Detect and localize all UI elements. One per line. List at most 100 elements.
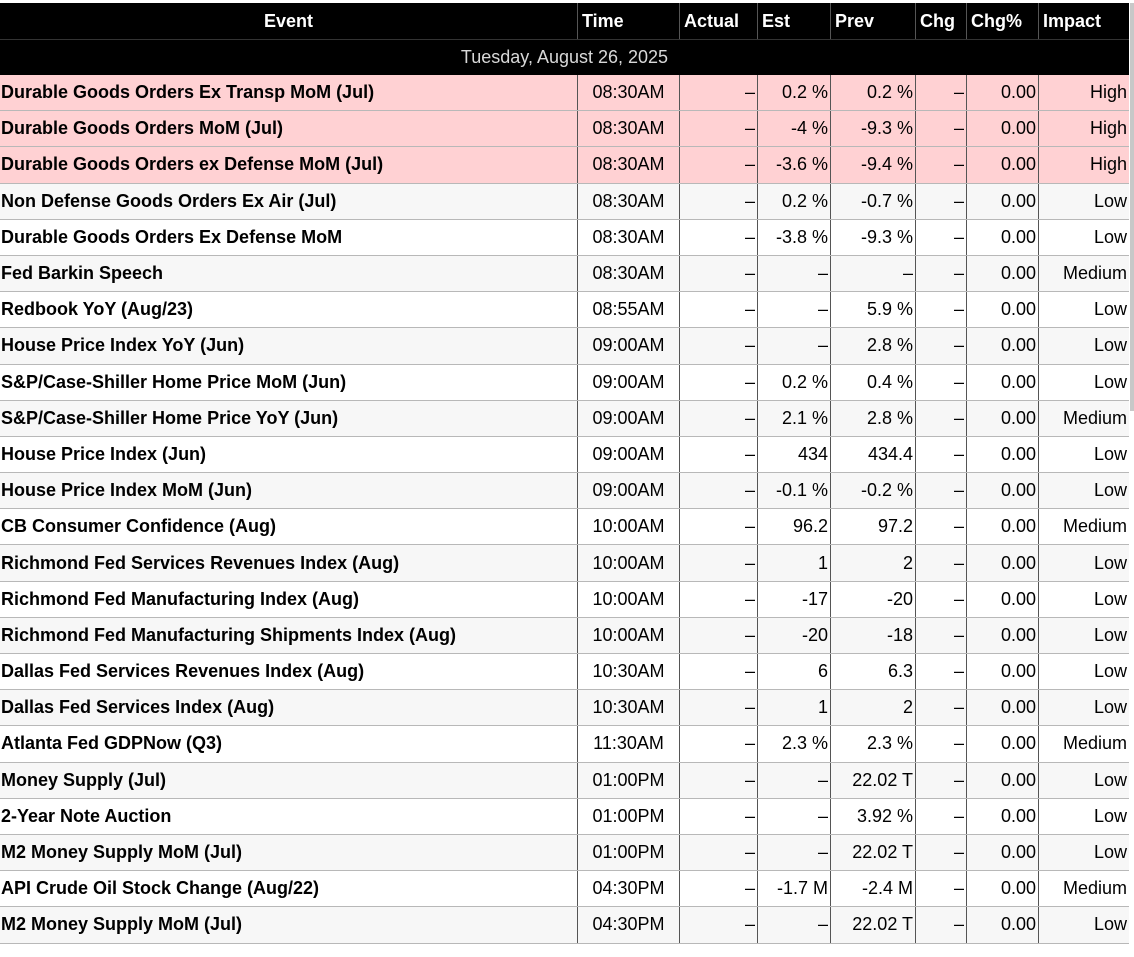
est-cell: – [758,798,831,834]
chg-pct-cell: 0.00 [967,690,1039,726]
impact-cell: Low [1093,842,1127,863]
chg-cell: – [916,871,967,907]
table-row[interactable]: Richmond Fed Services Revenues Index (Au… [0,545,1129,582]
table-row[interactable]: Richmond Fed Manufacturing Index (Aug) 10… [0,581,1129,618]
est-cell: -3.6 % [758,147,831,183]
chg-cell: – [916,907,967,943]
prev-cell: 2 [831,690,916,726]
event-cell: Durable Goods Orders Ex Defense MoM [0,219,578,255]
chg-pct-cell: 0.00 [967,75,1039,111]
est-cell: 0.2 % [758,75,831,111]
chg-cell: – [916,75,967,111]
chg-pct-cell: 0.00 [967,473,1039,509]
table-row[interactable]: House Price Index YoY (Jun) 09:00AM – –2.8 … [0,328,1129,365]
chg-pct-cell: 0.00 [967,111,1039,147]
table-row[interactable]: M2 Money Supply MoM (Jul) 04:30PM – –22.02 … [0,907,1129,944]
header-est[interactable]: Est [758,3,831,39]
impact-cell: Low [1093,226,1127,247]
impact-cell: Medium [1062,407,1127,428]
actual-cell: – [680,364,758,400]
est-cell: -20 [758,617,831,653]
est-cell: 434 [758,436,831,473]
event-cell: Richmond Fed Manufacturing Shipments Ind… [0,617,578,653]
event-cell: Richmond Fed Services Revenues Index (Au… [0,545,578,581]
impact-cell: Low [1093,697,1127,718]
actual-cell: – [680,219,758,255]
table-row[interactable]: Durable Goods Orders ex Defense MoM (Jul… [0,147,1129,184]
table-row[interactable]: Atlanta Fed GDPNow (Q3) 11:30AM –2.3 % 2.3 … [0,726,1129,763]
table-row[interactable]: CB Consumer Confidence (Aug) 10:00AM –96.2… [0,509,1129,546]
header-impact[interactable]: Impact [1043,10,1102,31]
chg-cell: – [916,255,967,292]
chg-cell: – [916,473,967,509]
est-cell: 2.1 % [758,400,831,436]
table-row[interactable]: House Price Index MoM (Jun) 09:00AM – -0.1 … [0,473,1129,510]
chg-pct-cell: 0.00 [967,436,1039,473]
prev-cell: – [831,255,916,292]
est-cell: -3.8 % [758,219,831,255]
impact-cell: High [1089,154,1127,175]
event-cell: CB Consumer Confidence (Aug) [0,509,578,545]
time-cell: 09:00AM [578,400,680,436]
actual-cell: – [680,328,758,364]
chg-pct-cell: 0.00 [967,617,1039,653]
chg-pct-cell: 0.00 [967,292,1039,328]
header-actual[interactable]: Actual [680,3,758,39]
header-chg[interactable]: Chg [916,3,967,39]
table-row[interactable]: Redbook YoY (Aug/23) 08:55AM – –5.9 % –0.00 L… [0,292,1129,329]
actual-cell: – [680,907,758,943]
scrollbar[interactable] [1130,3,1134,411]
table-row[interactable]: Dallas Fed Services Index (Aug) 10:30AM –1… [0,690,1129,727]
table-header: Event Time Actual Est Prev Chg Chg% Impa… [0,3,1129,39]
table-row[interactable]: Durable Goods Orders MoM (Jul) 08:30AM – -4… [0,111,1129,148]
chg-pct-cell: 0.00 [967,328,1039,364]
table-row[interactable]: Durable Goods Orders Ex Defense MoM 08:30… [0,219,1129,256]
actual-cell: – [680,545,758,581]
event-cell: House Price Index MoM (Jun) [0,473,578,509]
time-cell: 08:30AM [578,183,680,219]
prev-cell: 2.8 % [831,328,916,364]
table-row[interactable]: House Price Index (Jun) 09:00AM –434 434.4–… [0,436,1129,474]
prev-cell: -0.2 % [831,473,916,509]
event-cell: House Price Index YoY (Jun) [0,328,578,364]
event-cell: M2 Money Supply MoM (Jul) [0,834,578,871]
time-cell: 01:00PM [578,762,680,798]
table-row[interactable]: Richmond Fed Manufacturing Shipments Ind… [0,617,1129,654]
table-row[interactable]: Durable Goods Orders Ex Transp MoM (Jul)… [0,75,1129,112]
header-time[interactable]: Time [578,3,680,39]
table-row[interactable]: API Crude Oil Stock Change (Aug/22) 04:30… [0,871,1129,908]
prev-cell: -2.4 M [831,871,916,907]
table-row[interactable]: Money Supply (Jul) 01:00PM – –22.02 T –0.00 L… [0,762,1129,799]
table-row[interactable]: Dallas Fed Services Revenues Index (Aug)… [0,654,1129,691]
prev-cell: 5.9 % [831,292,916,328]
header-chg-pct[interactable]: Chg% [967,3,1039,39]
chg-cell: – [916,654,967,690]
chg-pct-cell: 0.00 [967,400,1039,436]
table-row[interactable]: Non Defense Goods Orders Ex Air (Jul) 08:… [0,183,1129,220]
impact-cell: Low [1093,624,1127,645]
time-cell: 01:00PM [578,834,680,871]
event-cell: House Price Index (Jun) [0,436,578,473]
impact-cell: Low [1093,661,1127,682]
time-cell: 10:30AM [578,690,680,726]
table-row[interactable]: 2-Year Note Auction 01:00PM – –3.92 % –0.00 L… [0,798,1129,835]
impact-cell: High [1089,118,1127,139]
chg-cell: – [916,292,967,328]
table-row[interactable]: M2 Money Supply MoM (Jul) 01:00PM – –22.02 … [0,834,1129,872]
impact-cell: Medium [1062,878,1127,899]
event-cell: Non Defense Goods Orders Ex Air (Jul) [0,183,578,219]
chg-cell: – [916,364,967,400]
est-cell: – [758,292,831,328]
time-cell: 09:00AM [578,436,680,473]
prev-cell: 97.2 [831,509,916,545]
header-event[interactable]: Event [0,3,578,39]
chg-cell: – [916,834,967,871]
table-row[interactable]: S&P/Case-Shiller Home Price YoY (Jun) 09:… [0,400,1129,437]
table-row[interactable]: S&P/Case-Shiller Home Price MoM (Jun) 09:… [0,364,1129,401]
actual-cell: – [680,255,758,292]
time-cell: 08:30AM [578,147,680,183]
header-prev[interactable]: Prev [831,3,916,39]
est-cell: – [758,255,831,292]
table-row[interactable]: Fed Barkin Speech 08:30AM – – – –0.00 Medium [0,255,1129,293]
prev-cell: -9.3 % [831,219,916,255]
